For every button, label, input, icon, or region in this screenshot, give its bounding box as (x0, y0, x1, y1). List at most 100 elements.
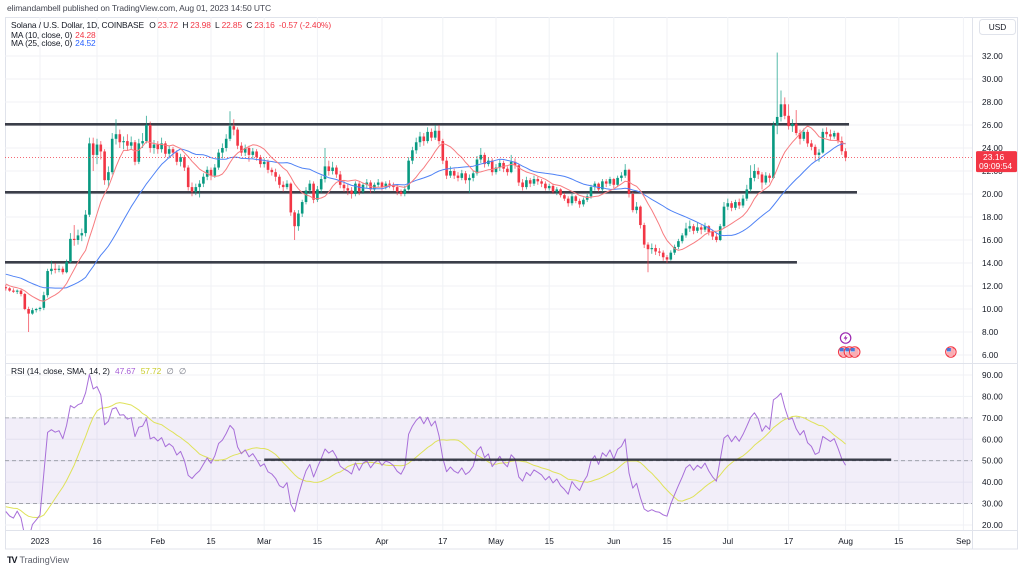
candle (688, 220, 692, 232)
candle (471, 171, 475, 182)
ma25-line (5, 142, 846, 289)
candle (255, 149, 258, 161)
price-tick-label: 26.00 (982, 120, 1003, 130)
time-tick-label: 17 (438, 536, 448, 546)
candle (354, 181, 357, 197)
candle (810, 139, 813, 151)
low-value: 22.85 (221, 20, 243, 30)
candle (338, 171, 342, 189)
candle (156, 141, 160, 154)
ma25-legend[interactable]: MA (25, close, 0) 24.52 (11, 39, 99, 48)
drawn-horizontal-lines[interactable] (0, 123, 857, 264)
candle (236, 127, 239, 150)
rsi-legend[interactable]: RSI (14, close, SMA, 14, 2) 47.67 57.72 … (11, 367, 189, 376)
candle (297, 210, 300, 231)
us-flag-event-icon[interactable] (848, 346, 861, 358)
candle (395, 184, 399, 196)
candle (528, 177, 532, 188)
candle (555, 187, 559, 196)
candle (110, 133, 114, 175)
candle (699, 225, 703, 235)
currency-label: USD (989, 22, 1007, 32)
candle (259, 154, 262, 168)
candle (323, 148, 327, 183)
candle (692, 223, 695, 235)
ma10-label: MA (10, close, 0) (11, 29, 73, 40)
candle (768, 173, 771, 183)
candle (88, 137, 91, 217)
candle (460, 169, 464, 181)
rsi-sma-line (5, 402, 846, 518)
price-axis[interactable]: 6.008.0010.0012.0014.0016.0018.0020.0022… (982, 51, 1003, 360)
candle (745, 184, 749, 201)
candle (730, 200, 733, 212)
time-tick-label: 2023 (31, 536, 50, 546)
last-price-label: 23.16 09:09:54 (976, 151, 1017, 173)
candle (213, 164, 217, 178)
event-markers[interactable] (837, 332, 957, 358)
candle (228, 111, 232, 142)
candle (464, 171, 467, 184)
footer-brand[interactable]: TV TradingView (7, 555, 69, 565)
candle (646, 242, 650, 273)
currency-button[interactable]: USD (979, 19, 1016, 35)
candle (69, 233, 72, 263)
candle (452, 168, 456, 180)
candle (483, 152, 486, 168)
rsi-axis[interactable]: 20.00 30.00 40.00 50.00 60.00 70.00 80.00 90.00 (982, 370, 1003, 530)
candle (289, 182, 293, 216)
candle (350, 187, 353, 199)
candle (433, 125, 437, 140)
change-value: -0.57 (-2.40%) (278, 20, 332, 30)
candle (91, 137, 95, 171)
candle (673, 244, 676, 255)
candle (544, 181, 547, 191)
candle (806, 129, 809, 147)
ma10-line (5, 125, 846, 302)
ma10-legend[interactable]: MA (10, close, 0) 24.28 (11, 29, 99, 40)
candle (19, 289, 23, 297)
candle (734, 199, 737, 211)
rsi-empty-value-2: ∅ (178, 366, 187, 376)
candle (563, 192, 566, 201)
candle (430, 128, 433, 142)
lightning-event-icon[interactable] (839, 332, 852, 344)
candle (99, 141, 103, 160)
main-legend: Solana / U.S. Dollar, 1D, COINBASE O 23.7… (11, 21, 336, 30)
candle (331, 161, 334, 175)
candle (737, 198, 741, 209)
candle (84, 210, 87, 237)
time-axis[interactable]: 2023 16 Feb 15 Mar 15 Apr 17 May 15 Jun 15 Jul 17 Aug 1… (31, 536, 971, 546)
time-tick-label: 17 (784, 536, 794, 546)
candle (623, 164, 627, 178)
candle (107, 166, 110, 188)
ma25-label: MA (25, close, 0) (11, 38, 73, 48)
candle (426, 127, 429, 144)
candle (414, 137, 418, 154)
rsi-tick-label: 20.00 (982, 520, 1003, 530)
candle (798, 129, 802, 145)
candle (829, 129, 832, 140)
candle (753, 164, 756, 182)
candle (540, 179, 543, 188)
symbol-title[interactable]: Solana / U.S. Dollar, 1D, COINBASE (11, 20, 144, 30)
candle (840, 136, 844, 155)
candle (654, 244, 657, 255)
candle (152, 139, 156, 154)
candle (741, 195, 745, 208)
candle (794, 110, 798, 136)
candle (680, 233, 684, 244)
candle (825, 127, 828, 138)
candle (72, 225, 76, 246)
candle (772, 121, 775, 180)
candle (270, 167, 274, 176)
candle (582, 197, 585, 207)
candle (23, 292, 27, 311)
us-flag-event-icon[interactable] (945, 346, 957, 358)
candle (779, 90, 783, 122)
rsi-tick-label: 40.00 (982, 477, 1003, 487)
candle (103, 149, 106, 185)
candle (616, 175, 619, 188)
time-tick-label: 15 (206, 536, 216, 546)
